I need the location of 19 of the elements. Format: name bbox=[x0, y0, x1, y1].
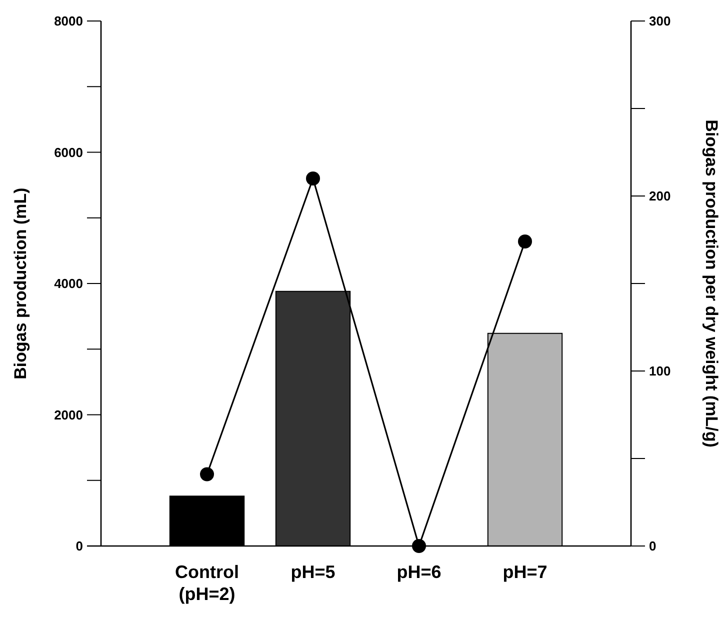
y2-tick-label: 200 bbox=[649, 188, 671, 204]
y2-axis-title: Biogas production per dry weight (mL/g) bbox=[702, 120, 721, 448]
point bbox=[412, 539, 426, 553]
y-tick-label: 6000 bbox=[54, 144, 83, 160]
point bbox=[518, 234, 532, 248]
y-tick-label: 8000 bbox=[54, 14, 83, 29]
x-tick-label: pH=7 bbox=[502, 562, 548, 582]
y-axis-title: Biogas production (mL) bbox=[11, 188, 30, 380]
point bbox=[200, 467, 214, 482]
y-tick-label: 0 bbox=[76, 538, 83, 554]
y2-tick-label: 0 bbox=[649, 538, 656, 554]
y-tick-label: 4000 bbox=[54, 276, 83, 292]
point bbox=[306, 172, 320, 186]
y2-tick-label: 300 bbox=[649, 14, 671, 29]
y2-tick-label: 100 bbox=[649, 364, 671, 379]
y-tick-label: 2000 bbox=[54, 407, 83, 422]
x-tick-label: pH=5 bbox=[290, 562, 336, 582]
x-tick-label: pH=6 bbox=[396, 562, 442, 582]
x-tick-label: Control (pH=2) bbox=[175, 562, 239, 604]
